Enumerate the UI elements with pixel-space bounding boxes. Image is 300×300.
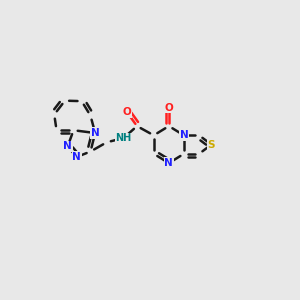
Text: N: N	[91, 128, 100, 138]
Text: N: N	[63, 141, 72, 151]
Text: N: N	[72, 152, 81, 162]
Text: NH: NH	[116, 133, 132, 143]
Text: O: O	[164, 103, 173, 112]
Text: N: N	[180, 130, 188, 140]
Text: S: S	[208, 140, 215, 150]
Text: N: N	[164, 158, 173, 168]
Text: O: O	[123, 107, 131, 117]
